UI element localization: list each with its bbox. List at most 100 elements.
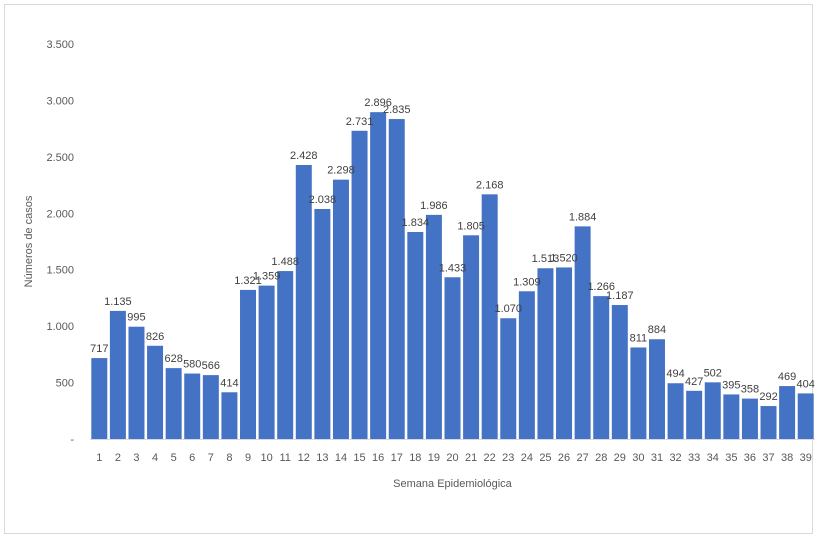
x-tick-label: 19 (428, 452, 440, 464)
x-tick-label: 5 (171, 452, 177, 464)
x-tick-label: 34 (707, 452, 719, 464)
x-tick-label: 3 (133, 452, 139, 464)
data-label: 566 (202, 360, 220, 372)
x-tick-label: 39 (800, 452, 812, 464)
y-axis-title: Números de casos (23, 195, 35, 287)
data-label: 1.488 (271, 256, 299, 268)
data-label: 404 (797, 378, 815, 390)
data-label: 292 (759, 391, 777, 403)
bar (537, 268, 554, 439)
x-tick-label: 35 (725, 452, 737, 464)
x-tick-label: 24 (521, 452, 533, 464)
data-label: 1.135 (104, 296, 132, 308)
data-label: 358 (741, 384, 759, 396)
bar (407, 232, 424, 439)
data-label: 1.266 (587, 281, 615, 293)
bar (240, 289, 257, 439)
x-axis-title: Semana Epidemiológica (393, 478, 513, 490)
y-tick-label: - (70, 434, 74, 446)
y-tick-label: 3.500 (46, 39, 74, 51)
data-label: 1.986 (420, 200, 448, 212)
x-tick-label: 27 (577, 452, 589, 464)
y-tick-label: 3.000 (46, 95, 74, 107)
x-tick-label: 6 (189, 452, 195, 464)
bar (667, 383, 684, 439)
x-tick-label: 13 (316, 452, 328, 464)
x-tick-label: 9 (245, 452, 251, 464)
data-label: 2.731 (346, 116, 374, 128)
bar (147, 345, 164, 439)
bar (332, 179, 349, 439)
x-tick-label: 31 (651, 452, 663, 464)
x-tick-label: 22 (484, 452, 496, 464)
data-label: 826 (146, 331, 164, 343)
x-tick-label: 10 (260, 452, 272, 464)
x-tick-label: 14 (335, 452, 347, 464)
bar (760, 406, 777, 439)
data-label: 1.834 (402, 217, 430, 229)
x-tick-label: 18 (409, 452, 421, 464)
data-label: 1.520 (550, 252, 578, 264)
x-tick-label: 20 (446, 452, 458, 464)
data-label: 395 (722, 379, 740, 391)
data-label: 494 (666, 368, 684, 380)
bar (500, 318, 517, 439)
bar (314, 208, 331, 439)
data-label: 2.428 (290, 150, 318, 162)
bar (295, 164, 312, 440)
bar (165, 368, 182, 439)
x-tick-label: 4 (152, 452, 158, 464)
data-label: 1.884 (569, 211, 597, 223)
bar (779, 386, 796, 439)
data-label: 1.805 (457, 220, 485, 232)
x-tick-label: 11 (279, 452, 290, 464)
x-tick-label: 23 (502, 452, 514, 464)
bar (574, 226, 591, 439)
x-tick-label: 30 (632, 452, 644, 464)
bar (723, 394, 740, 439)
data-label: 628 (164, 353, 182, 365)
bars (91, 112, 814, 440)
bar (444, 277, 461, 439)
bar (463, 235, 480, 439)
bar (370, 112, 387, 439)
y-tick-label: 2.500 (46, 152, 74, 164)
x-tick-label: 21 (465, 452, 477, 464)
data-label: 2.835 (383, 104, 411, 116)
x-tick-label: 29 (614, 452, 626, 464)
y-tick-label: 1.000 (46, 321, 74, 333)
data-label: 1.433 (439, 262, 467, 274)
y-axis-ticks: - 500 1.000 1.500 2.000 2.500 3.000 3.500 (46, 39, 74, 446)
bar (109, 310, 126, 439)
bar (277, 271, 294, 439)
data-label: 995 (127, 312, 145, 324)
x-tick-label: 26 (558, 452, 570, 464)
bar (648, 339, 665, 439)
data-label: 2.168 (476, 179, 504, 191)
y-tick-label: 2.000 (46, 208, 74, 220)
x-tick-label: 16 (372, 452, 384, 464)
x-tick-label: 17 (391, 452, 403, 464)
data-label: 1.513 (532, 253, 560, 265)
bar (258, 285, 275, 439)
y-tick-label: 1.500 (46, 265, 74, 277)
bar (518, 291, 535, 439)
bar (630, 347, 647, 439)
data-label: 2.896 (364, 97, 392, 109)
x-tick-label: 33 (688, 452, 700, 464)
bar (704, 382, 721, 439)
data-label: 2.298 (327, 165, 355, 177)
data-label: 884 (648, 324, 666, 336)
bar (797, 393, 814, 439)
data-label: 2.038 (309, 194, 337, 206)
data-label: 427 (685, 376, 703, 388)
y-tick-label: 500 (56, 378, 74, 390)
data-label: 469 (778, 371, 796, 383)
bar (481, 194, 498, 439)
x-tick-label: 37 (762, 452, 774, 464)
data-label: 502 (704, 367, 722, 379)
bar (556, 267, 573, 439)
bar (202, 375, 219, 439)
